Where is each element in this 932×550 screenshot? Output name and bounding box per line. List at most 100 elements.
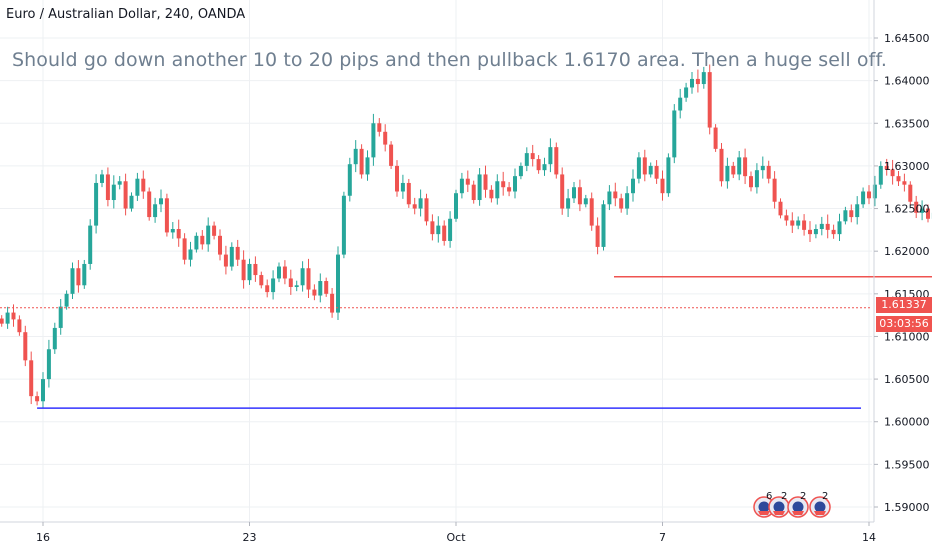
candle-body (330, 293, 335, 313)
candle-body (271, 278, 276, 293)
candle-body (607, 191, 612, 205)
candle-body (164, 198, 169, 233)
candle-body (849, 210, 854, 218)
candle-body (530, 153, 535, 160)
event-badge-count: 2 (822, 491, 829, 502)
symbol-title: Euro / Australian Dollar, 240, OANDA (6, 7, 246, 22)
candle-body (908, 184, 913, 202)
candle-body (371, 123, 376, 158)
candle-body (188, 249, 193, 260)
price-axis-label: 1.60500 (884, 373, 930, 386)
candle-body (365, 157, 370, 175)
candle-body (737, 157, 742, 175)
time-axis-label: 14 (862, 531, 876, 544)
price-axis-label: 1.60000 (884, 416, 930, 429)
bar-countdown-tag: 03:03:56 (876, 316, 932, 332)
candle-body (477, 174, 482, 201)
candle-body (0, 318, 4, 324)
event-badge[interactable]: 2 (786, 491, 810, 519)
candle-body (837, 221, 842, 235)
trade-annotation[interactable]: Should go down another 10 to 20 pips and… (12, 49, 887, 71)
candle-body (707, 72, 712, 128)
candle-body (825, 223, 830, 230)
time-axis-label: 23 (243, 531, 257, 544)
candle-body (920, 208, 925, 213)
candle-body (395, 165, 399, 192)
candle-body (277, 266, 281, 279)
candle-body (400, 182, 405, 192)
event-badge[interactable]: 2 (767, 491, 791, 519)
candle-body (23, 332, 28, 361)
candle-body (861, 191, 866, 205)
candle-body (312, 289, 317, 296)
candle-body (253, 263, 258, 276)
candle-body (566, 198, 571, 209)
candle-body (82, 263, 87, 286)
candle-body (636, 157, 641, 179)
candle-body (377, 123, 382, 132)
price-axis-label: 1.61000 (884, 330, 930, 343)
candle-body (878, 165, 883, 185)
candle-body (536, 159, 541, 171)
candle-body (625, 193, 630, 209)
candle-body (52, 327, 57, 350)
price-axis-label: 1.63000 (884, 160, 930, 173)
candle-body (695, 78, 700, 85)
candle-body (642, 157, 647, 175)
event-badge-count: 6 (766, 491, 773, 502)
candle-body (306, 268, 311, 290)
candle-body (884, 165, 889, 170)
candle-body (347, 164, 352, 196)
candle-body (418, 198, 423, 209)
candle-body (684, 87, 689, 98)
price-axis-label: 1.59500 (884, 458, 930, 471)
flag-icon (809, 496, 831, 518)
price-axis-label: 1.62000 (884, 245, 930, 258)
candle-body (235, 246, 240, 260)
candle-body (282, 266, 287, 279)
candle-body (542, 164, 547, 171)
candle-body (41, 379, 45, 402)
candle-body (619, 198, 624, 209)
event-badge[interactable]: 2 (808, 491, 832, 519)
candle-body (117, 181, 122, 185)
candle-body (601, 204, 606, 247)
candle-body (790, 220, 795, 226)
candle-body (129, 195, 134, 209)
candle-body (465, 178, 470, 185)
candle-body (483, 174, 488, 190)
candle-body (5, 312, 10, 324)
candle-body (778, 201, 783, 216)
candlestick-series (0, 64, 932, 408)
candle-body (524, 153, 529, 166)
candle-body (223, 254, 228, 267)
candle-body (436, 225, 441, 235)
candle-body (719, 148, 724, 182)
candle-body (11, 312, 16, 320)
candle-body (890, 169, 895, 177)
time-axis-label: 7 (659, 531, 666, 544)
candle-body (914, 201, 919, 213)
price-axis-label: 1.62500 (884, 203, 930, 216)
candle-body (318, 281, 323, 296)
candle-body (454, 193, 458, 219)
candle-body (459, 178, 464, 194)
price-axis-label: 1.63500 (884, 117, 930, 130)
candle-body (749, 176, 753, 188)
candle-body (70, 268, 75, 294)
candle-body (288, 278, 293, 287)
candle-body (654, 165, 659, 179)
candle-body (135, 178, 140, 196)
candle-body (660, 178, 665, 194)
candle-body (76, 268, 81, 286)
candle-body (678, 97, 683, 111)
candle-body (513, 176, 517, 192)
candle-body (194, 235, 199, 250)
candle-body (743, 157, 748, 177)
candle-body (88, 225, 93, 264)
candle-body (442, 225, 447, 241)
candle-body (424, 198, 429, 222)
candle-body (353, 148, 358, 165)
